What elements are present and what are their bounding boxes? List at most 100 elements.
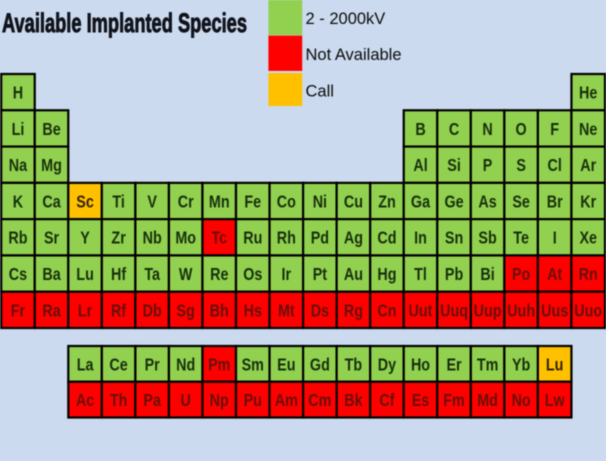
svg-text:Rn: Rn [579, 266, 598, 285]
svg-text:Mg: Mg [41, 157, 62, 176]
svg-text:La: La [77, 356, 94, 375]
svg-text:Cu: Cu [344, 193, 363, 212]
svg-text:Sm: Sm [242, 356, 264, 375]
svg-text:Ce: Ce [109, 356, 127, 375]
svg-text:Sg: Sg [177, 302, 195, 321]
svg-text:Br: Br [547, 193, 563, 212]
svg-text:Eu: Eu [277, 356, 295, 375]
svg-text:Lu: Lu [76, 266, 94, 285]
svg-text:Ag: Ag [344, 229, 363, 248]
svg-text:Pd: Pd [311, 229, 329, 248]
svg-text:Sn: Sn [445, 229, 463, 248]
svg-text:He: He [579, 84, 597, 103]
svg-text:Ta: Ta [144, 266, 160, 285]
svg-text:Cd: Cd [377, 229, 396, 248]
svg-text:Pt: Pt [313, 266, 328, 285]
svg-text:Be: Be [42, 121, 60, 140]
svg-text:Zr: Zr [111, 229, 125, 248]
svg-text:I: I [553, 229, 557, 248]
svg-text:Li: Li [12, 121, 25, 140]
svg-text:Lw: Lw [545, 392, 565, 411]
svg-text:Cm: Cm [308, 392, 331, 411]
svg-text:Mn: Mn [209, 193, 230, 212]
svg-text:Tc: Tc [211, 229, 227, 248]
svg-text:Not Available: Not Available [306, 46, 402, 64]
svg-text:F: F [550, 121, 559, 140]
svg-text:Tl: Tl [414, 266, 427, 285]
svg-text:Available Implanted Species: Available Implanted Species [2, 8, 247, 38]
svg-text:Pr: Pr [145, 356, 160, 375]
svg-text:Pm: Pm [208, 356, 230, 375]
svg-text:Sb: Sb [478, 229, 497, 248]
svg-text:Po: Po [512, 266, 531, 285]
svg-text:Tm: Tm [477, 356, 499, 375]
svg-text:Rh: Rh [277, 229, 296, 248]
svg-text:Cf: Cf [379, 392, 395, 411]
svg-text:Cs: Cs [9, 266, 27, 285]
svg-text:Hs: Hs [244, 302, 262, 321]
svg-text:Bh: Bh [210, 302, 229, 321]
svg-text:Sr: Sr [44, 229, 59, 248]
svg-text:Cr: Cr [178, 193, 194, 212]
svg-text:N: N [482, 121, 492, 140]
svg-text:Nb: Nb [143, 229, 162, 248]
svg-text:Xe: Xe [579, 229, 597, 248]
svg-text:Au: Au [344, 266, 363, 285]
svg-text:Ru: Ru [243, 229, 262, 248]
svg-text:Ga: Ga [411, 193, 430, 212]
svg-text:Uus: Uus [541, 302, 568, 321]
svg-text:In: In [414, 229, 427, 248]
svg-text:Co: Co [277, 193, 296, 212]
svg-text:Hf: Hf [111, 266, 127, 285]
svg-text:Bi: Bi [480, 266, 494, 285]
svg-text:Pb: Pb [445, 266, 464, 285]
svg-text:Ti: Ti [112, 193, 124, 212]
svg-text:As: As [478, 193, 496, 212]
svg-text:Uut: Uut [409, 302, 434, 321]
svg-text:Np: Np [210, 392, 229, 411]
svg-text:H: H [13, 84, 23, 103]
svg-text:Th: Th [110, 392, 128, 411]
svg-text:Ne: Ne [579, 121, 597, 140]
svg-text:Cl: Cl [548, 157, 562, 176]
svg-text:Mt: Mt [278, 302, 295, 321]
svg-text:Db: Db [143, 302, 162, 321]
svg-text:Re: Re [210, 266, 228, 285]
svg-text:Dy: Dy [378, 356, 396, 375]
svg-text:Uuo: Uuo [574, 302, 602, 321]
svg-text:Rb: Rb [8, 229, 27, 248]
svg-text:Pu: Pu [244, 392, 262, 411]
svg-text:Ho: Ho [411, 356, 430, 375]
svg-text:Call: Call [306, 83, 334, 101]
svg-text:P: P [483, 157, 493, 176]
svg-text:Ra: Ra [42, 302, 60, 321]
svg-text:Kr: Kr [580, 193, 596, 212]
svg-text:Ge: Ge [444, 193, 463, 212]
svg-text:Os: Os [243, 266, 262, 285]
svg-text:No: No [512, 392, 531, 411]
svg-text:2 - 2000kV: 2 - 2000kV [306, 10, 386, 28]
svg-text:Na: Na [9, 157, 27, 176]
svg-text:C: C [449, 121, 460, 140]
svg-text:Sc: Sc [76, 193, 94, 212]
svg-text:Al: Al [413, 157, 427, 176]
svg-text:Es: Es [412, 392, 430, 411]
svg-text:Ar: Ar [580, 157, 596, 176]
svg-text:Rf: Rf [111, 302, 127, 321]
svg-text:Ac: Ac [76, 392, 94, 411]
svg-text:Mo: Mo [175, 229, 196, 248]
svg-text:Er: Er [446, 356, 461, 375]
svg-text:Ir: Ir [282, 266, 292, 285]
svg-text:At: At [547, 266, 563, 285]
svg-text:Ca: Ca [42, 193, 60, 212]
svg-text:Fr: Fr [11, 302, 25, 321]
svg-text:Pa: Pa [143, 392, 161, 411]
svg-text:Am: Am [275, 392, 298, 411]
svg-text:Ni: Ni [313, 193, 327, 212]
svg-text:Lu: Lu [546, 356, 564, 375]
svg-text:Uup: Uup [474, 302, 502, 321]
svg-text:Rg: Rg [344, 302, 363, 321]
svg-text:Gd: Gd [310, 356, 330, 375]
svg-text:B: B [415, 121, 425, 140]
svg-text:Hg: Hg [377, 266, 396, 285]
